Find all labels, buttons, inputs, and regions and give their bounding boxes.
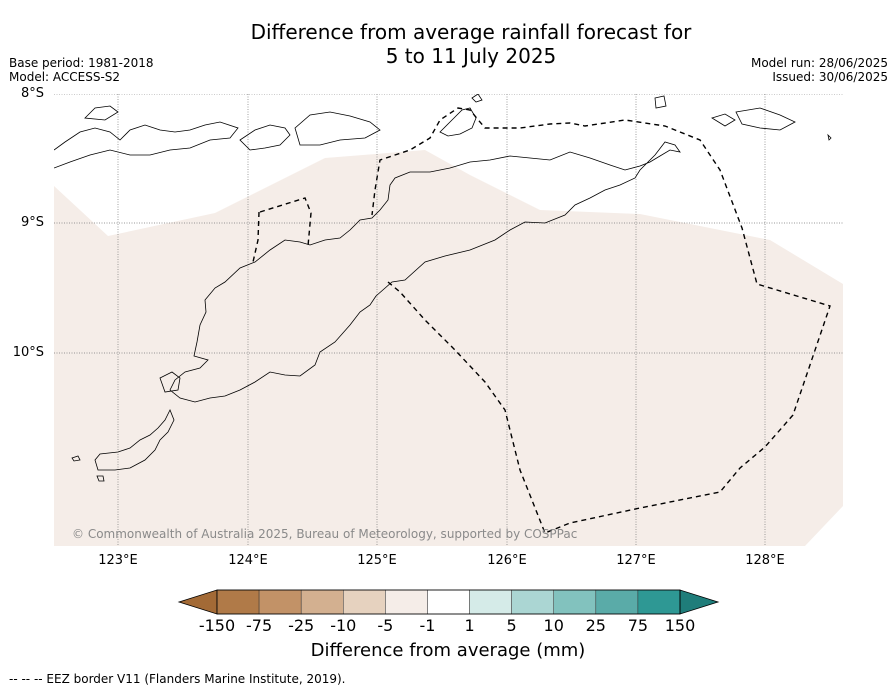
title-line-1: Difference from average rainfall forecas… [250, 20, 692, 44]
colorbar-label: Difference from average (mm) [310, 640, 586, 661]
colorbar-frame [216, 589, 681, 615]
lon-label-127e: 127°E [616, 553, 656, 568]
colorbar-extend-low [177, 589, 218, 615]
colorbar-segment [595, 589, 639, 615]
islet-outline [159, 371, 181, 393]
northern-islands-outline [54, 121, 239, 169]
eez-legend: -- -- -- EEZ border V11 (Flanders Marine… [9, 672, 346, 686]
colorbar-segment [553, 589, 597, 615]
chart-title: Difference from average rainfall forecas… [0, 20, 896, 68]
model-name-text: Model: ACCESS-S2 [9, 70, 121, 84]
northern-islands-outline [239, 124, 291, 151]
islet-outline [827, 133, 832, 141]
colorbar-tick-label: -75 [246, 616, 273, 635]
colorbar-tick-label: 75 [627, 616, 649, 635]
timor-island-outline [169, 141, 681, 403]
islet-outline [711, 113, 736, 127]
graticule [54, 94, 843, 546]
colorbar-tick-label: -150 [198, 616, 236, 635]
model-info: Base period: 1981-2018 Model: ACCESS-S2 [9, 56, 154, 84]
lon-label-126e: 126°E [487, 553, 527, 568]
colorbar-tick-label: -1 [419, 616, 436, 635]
lon-label-123e: 123°E [98, 553, 138, 568]
lon-label-125e: 125°E [357, 553, 397, 568]
southwest-island-outline [94, 409, 175, 471]
eez-borders [252, 107, 831, 534]
run-info: Model run: 28/06/2025 Issued: 30/06/2025 [751, 56, 888, 84]
colorbar-segment [343, 589, 386, 615]
colorbar-segment [427, 589, 470, 615]
colorbar-segment [216, 589, 260, 615]
islet-outline [471, 94, 483, 103]
title-line-2: 5 to 11 July 2025 [385, 44, 557, 68]
colorbar-segment [469, 589, 512, 615]
lat-label-10s: 10°S [12, 345, 44, 360]
eez-border-line [259, 197, 312, 247]
lon-label-124e: 124°E [228, 553, 268, 568]
eez-border-line [252, 211, 260, 263]
colorbar-tick-label: 5 [506, 616, 517, 635]
issued-date-text: Issued: 30/06/2025 [772, 70, 888, 84]
colorbar-segment [511, 589, 554, 615]
colorbar-tick-label: -25 [288, 616, 315, 635]
base-period-text: Base period: 1981-2018 [9, 56, 154, 70]
colorbar-segment [258, 589, 302, 615]
colorbar-tick-label: 1 [464, 616, 475, 635]
islet-outline [71, 455, 81, 462]
coastlines [54, 94, 832, 482]
colorbar-segment [637, 589, 681, 615]
lat-label-8s: 8°S [20, 86, 44, 101]
colorbar-tick-label: -10 [330, 616, 357, 635]
islet-outline [654, 95, 667, 109]
northern-islands-outline [84, 105, 119, 121]
colorbar-segment [300, 589, 344, 615]
lon-label-128e: 128°E [745, 553, 785, 568]
model-run-text: Model run: 28/06/2025 [750, 56, 888, 70]
northern-islands-outline [294, 111, 381, 146]
colorbar-tick-label: 25 [585, 616, 606, 635]
colorbar-segment [385, 589, 428, 615]
forecast-area [54, 150, 843, 546]
lat-label-9s: 9°S [20, 215, 44, 230]
islet-outline [735, 107, 796, 131]
colorbar-tick-label: 150 [664, 616, 696, 635]
colorbar-tick-label: 10 [543, 616, 564, 635]
copyright-notice: © Commonwealth of Australia 2025, Bureau… [72, 527, 578, 541]
colorbar-extend-high [679, 589, 720, 615]
colorbar-tick-label: -5 [377, 616, 394, 635]
islet-outline [96, 475, 105, 482]
